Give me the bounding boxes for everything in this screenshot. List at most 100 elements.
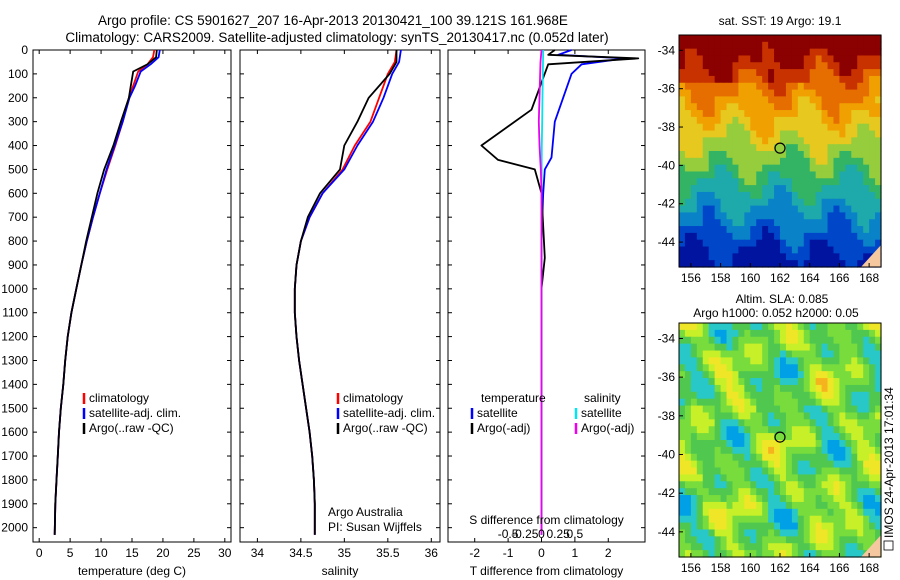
sst-map-cell [797,69,805,77]
sst-map-cell [714,48,722,57]
sst-map-cell [726,110,734,118]
sla-map-cell [869,357,876,365]
sst-map-cell [720,48,728,57]
sla-map-cell [708,467,716,476]
sst-map-cell [875,239,882,248]
sst-map-cell [738,110,745,118]
sla-map-cell [827,378,835,386]
sla-map-cell [714,440,722,448]
temperature-ytick-label: 1500 [1,401,28,415]
sla-map-cell [750,474,757,482]
sla-map-xtick-label: 168 [859,561,879,575]
sst-map-cell [815,137,823,145]
sst-map-cell [726,130,734,138]
sla-map-cell [839,419,846,427]
sst-map-cell [768,198,775,207]
sst-map-cell [732,35,740,43]
sla-map-cell [851,453,858,462]
sst-map-cell [809,171,817,179]
sst-map-cell [738,151,745,159]
sst-map-cell [744,157,751,166]
sla-map-cell [851,343,858,352]
sst-map-cell [714,253,722,261]
sla-map-cell [780,343,787,352]
sst-map-cell [690,116,698,125]
sst-map-cell [774,219,781,227]
sla-map-cell [839,371,846,379]
sla-map-cell [744,405,751,414]
sla-map-cell [875,329,882,338]
sla-map-cell [791,467,799,476]
sla-map-cell [726,391,734,400]
sst-map-cell [690,191,698,200]
sla-map-cell [726,440,734,448]
sst-map-ytick-label: -38 [658,120,676,134]
sst-map-cell [875,69,882,77]
sst-map-cell [774,55,781,63]
sst-map-cell [774,123,781,132]
sst-map-cell [750,198,757,207]
sst-map-cell [714,191,722,200]
sst-map-cell [875,178,882,186]
sla-map-cell [708,501,716,510]
sla-map-cell [791,446,799,455]
sla-map-cell [791,329,799,338]
sla-map-cell [756,495,763,503]
sst-map-cell [726,137,734,145]
sla-map-cell [762,405,769,414]
sla-map-cell [815,453,823,462]
sst-map-cell [744,212,751,220]
sst-map-cell [869,198,876,207]
sst-map-cell [821,35,829,43]
sst-map-cell [797,212,805,220]
sla-map-cell [726,384,734,393]
temperature-series-2 [53,49,158,535]
sla-map-cell [863,446,870,455]
sla-map-cell [768,371,775,379]
sst-map-cell [875,75,882,84]
sst-map-cell [696,157,704,166]
sst-map-cell [780,232,787,241]
sla-map-cell [839,536,846,544]
sst-map-cell [863,185,870,193]
sla-map-cell [839,481,846,489]
sst-map-cell [714,239,722,248]
sla-map-cell [815,467,823,476]
sla-map-cell [803,350,811,359]
sst-map-cell [726,41,734,50]
sla-map-cell [762,522,769,531]
sla-map-cell [845,501,852,510]
sst-map-cell [714,55,722,63]
sst-map-cell [857,232,864,241]
salinity-legend-label: Argo(..raw -QC) [343,421,428,435]
sst-map-cell [720,260,728,268]
sst-map-cell [726,62,734,70]
sst-map-cell [750,157,757,166]
sla-map-cell [839,501,846,510]
sst-map-cell [803,198,811,207]
sst-map-cell [821,55,829,63]
sla-map-cell [875,433,882,441]
sla-map-cell [774,488,781,496]
sst-map-cell [821,69,829,77]
sla-map-cell [851,495,858,503]
sst-map-cell [720,191,728,200]
sst-map-cell [774,260,781,268]
sst-map-cell [815,219,823,227]
sst-map-cell [839,41,846,50]
sst-map-cell [875,96,882,104]
sst-map-cell [875,171,882,179]
sst-map-cell [696,137,704,145]
sla-map-cell [809,467,817,476]
sst-map-cell [774,96,781,104]
sla-map-xtick-label: 156 [681,561,701,575]
sst-map-cell [780,219,787,227]
sst-map-cell [720,89,728,98]
sst-map-cell [875,82,882,91]
sst-map-cell [762,55,769,63]
sst-map-cell [869,185,876,193]
sla-map-cell [863,474,870,482]
sla-map-cell [833,433,841,441]
sla-map-cell [756,419,763,427]
sst-map-cell [708,75,716,84]
